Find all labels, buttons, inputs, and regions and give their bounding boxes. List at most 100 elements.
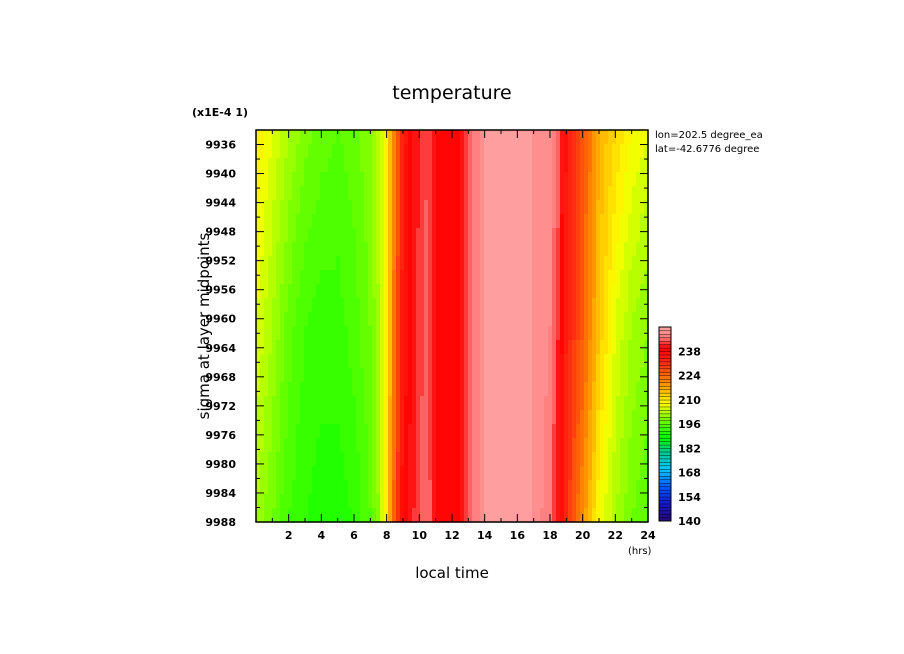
contour-cell [512, 228, 517, 243]
contour-cell [296, 298, 301, 313]
contour-cell [504, 172, 509, 187]
contour-cell [444, 186, 449, 201]
contour-cell [284, 214, 289, 229]
contour-cell [500, 200, 505, 215]
contour-cell [384, 326, 389, 341]
contour-cell [512, 200, 517, 215]
contour-cell [636, 368, 641, 383]
contour-cell [348, 256, 353, 271]
contour-cell [372, 410, 377, 425]
contour-cell [352, 186, 357, 201]
contour-cell [288, 158, 293, 173]
contour-cell [540, 172, 545, 187]
contour-cell [524, 172, 529, 187]
contour-cell [340, 452, 345, 467]
contour-cell [404, 340, 409, 355]
contour-cell [312, 144, 317, 159]
colorbar-swatch [658, 486, 672, 491]
contour-cell [596, 256, 601, 271]
contour-cell [588, 130, 593, 145]
contour-cell [588, 270, 593, 285]
contour-cell [616, 340, 621, 355]
contour-cell [556, 382, 561, 397]
contour-cell [584, 144, 589, 159]
contour-cell [552, 508, 557, 523]
contour-cell [416, 354, 421, 369]
contour-cell [532, 396, 537, 411]
contour-cell [516, 228, 521, 243]
contour-cell [580, 200, 585, 215]
contour-cell [504, 508, 509, 523]
contour-cell [436, 340, 441, 355]
contour-cell [356, 382, 361, 397]
contour-cell [548, 438, 553, 453]
contour-cell [460, 312, 465, 327]
contour-cell [484, 410, 489, 425]
contour-cell [260, 312, 265, 327]
contour-cell [452, 382, 457, 397]
contour-cell [592, 508, 597, 523]
contour-cell [468, 284, 473, 299]
contour-cell [576, 144, 581, 159]
contour-cell [464, 312, 469, 327]
contour-cell [460, 480, 465, 495]
contour-cell [604, 144, 609, 159]
contour-cell [476, 144, 481, 159]
contour-cell [564, 158, 569, 173]
contour-cell [408, 242, 413, 257]
contour-cell [496, 508, 501, 523]
contour-cell [452, 438, 457, 453]
contour-cell [432, 466, 437, 481]
contour-cell [632, 340, 637, 355]
contour-cell [612, 494, 617, 509]
contour-cell [360, 382, 365, 397]
contour-cell [480, 256, 485, 271]
contour-cell [344, 396, 349, 411]
contour-cell [556, 158, 561, 173]
contour-cell [404, 494, 409, 509]
contour-cell [588, 382, 593, 397]
contour-cell [264, 270, 269, 285]
x-axis-unit: (hrs) [628, 546, 652, 557]
contour-cell [516, 396, 521, 411]
contour-cell [380, 326, 385, 341]
contour-cell [456, 466, 461, 481]
contour-cell [492, 270, 497, 285]
contour-cell [564, 312, 569, 327]
contour-cell [612, 312, 617, 327]
contour-cell [632, 424, 637, 439]
contour-cell [272, 172, 277, 187]
contour-cell [480, 368, 485, 383]
contour-cell [316, 284, 321, 299]
y-tick-label: 9956 [205, 284, 236, 297]
contour-cell [416, 186, 421, 201]
contour-cell [604, 494, 609, 509]
contour-cell [400, 242, 405, 257]
contour-cell [628, 228, 633, 243]
contour-cell [492, 480, 497, 495]
colorbar-swatch [658, 403, 672, 408]
contour-cell [492, 158, 497, 173]
contour-cell [628, 200, 633, 215]
contour-cell [352, 172, 357, 187]
colorbar-swatch [658, 506, 672, 512]
contour-cell [488, 312, 493, 327]
contour-cell [352, 326, 357, 341]
contour-cell [352, 256, 357, 271]
contour-cell [376, 242, 381, 257]
contour-cell [480, 186, 485, 201]
contour-cell [428, 214, 433, 229]
contour-cell [400, 298, 405, 313]
contour-cell [340, 410, 345, 425]
contour-cell [332, 200, 337, 215]
contour-cell [484, 494, 489, 509]
contour-cell [568, 200, 573, 215]
contour-cell [576, 186, 581, 201]
contour-cell [372, 312, 377, 327]
contour-cell [288, 312, 293, 327]
contour-cell [508, 326, 513, 341]
contour-cell [356, 270, 361, 285]
contour-cell [320, 508, 325, 523]
contour-cell [356, 494, 361, 509]
contour-cell [384, 228, 389, 243]
